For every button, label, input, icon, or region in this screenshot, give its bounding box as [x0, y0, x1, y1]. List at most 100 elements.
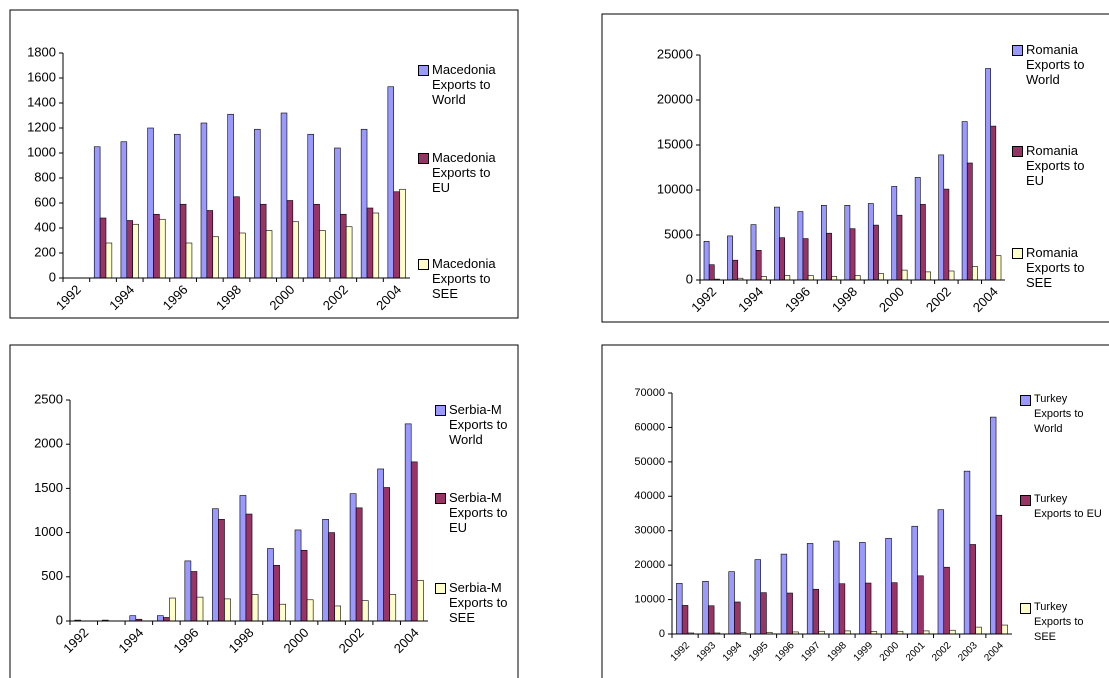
bar: [901, 269, 908, 281]
bar: [849, 228, 856, 281]
y-tick-label: 0: [659, 628, 665, 640]
legend-item: Serbia-M Exports to EU: [435, 490, 517, 535]
y-tick-label: 600: [34, 194, 56, 209]
legend-item: Turkey Exports to EU: [1020, 492, 1102, 522]
bar: [399, 188, 406, 279]
legend-label: Turkey Exports to SEE: [1034, 601, 1084, 643]
bar: [334, 147, 341, 279]
x-tick-label: 1992: [60, 625, 91, 656]
x-tick-label: 2004: [982, 640, 1006, 664]
bar: [393, 191, 400, 279]
chart-frame: [601, 13, 1109, 323]
legend-swatch: [435, 405, 446, 416]
bar: [153, 213, 160, 279]
bar: [702, 581, 709, 635]
bar: [416, 580, 424, 622]
x-tick-label: 1992: [669, 640, 693, 664]
bar: [224, 598, 231, 622]
y-tick-label: 500: [41, 568, 63, 583]
x-tick-label: 1994: [106, 282, 137, 313]
bar: [179, 203, 187, 279]
bar: [169, 597, 176, 622]
bar: [864, 582, 872, 635]
bar: [911, 525, 918, 635]
bar: [340, 213, 347, 279]
bar: [896, 214, 903, 281]
x-tick-label: 1998: [225, 625, 256, 656]
legend-swatch: [418, 153, 429, 164]
legend-swatch: [1020, 603, 1031, 614]
bar: [727, 235, 733, 281]
bar: [200, 122, 208, 279]
bar: [838, 583, 846, 635]
x-tick-label: 1996: [773, 640, 797, 664]
chart-frame: [9, 344, 519, 678]
bar: [750, 224, 757, 281]
bar: [156, 615, 164, 622]
bar: [239, 495, 247, 622]
bar: [784, 275, 791, 281]
bar: [826, 232, 832, 281]
x-tick-label: 1997: [799, 640, 823, 664]
y-tick-label: 70000: [634, 387, 665, 399]
x-tick-label: 1992: [688, 284, 719, 315]
legend-label: Romania Exports to SEE: [1026, 245, 1085, 290]
x-tick-label: 1998: [829, 284, 860, 315]
legend-swatch: [418, 65, 429, 76]
bar: [389, 594, 397, 622]
bar: [760, 276, 767, 281]
bar: [681, 605, 689, 635]
y-tick-label: 10000: [634, 593, 665, 605]
bar: [703, 241, 710, 281]
bar: [245, 513, 253, 622]
bar: [734, 601, 741, 635]
y-tick-label: 1400: [27, 94, 56, 109]
bar: [820, 205, 827, 281]
bar: [163, 617, 170, 622]
y-tick-label: 40000: [634, 490, 665, 502]
bar: [873, 224, 879, 281]
x-tick-label: 2002: [320, 282, 351, 313]
bar: [774, 206, 780, 281]
bar: [867, 203, 874, 281]
bar: [355, 507, 363, 622]
bar: [972, 266, 978, 281]
bar: [280, 112, 288, 279]
bar: [227, 113, 234, 279]
y-tick-label: 50000: [634, 456, 665, 468]
bar: [254, 128, 261, 279]
bar: [212, 236, 219, 279]
bar: [779, 237, 785, 281]
y-tick-label: 0: [686, 271, 693, 286]
legend-swatch: [1012, 248, 1023, 259]
bar: [196, 596, 204, 622]
legend-label: Romania Exports to EU: [1026, 143, 1085, 188]
y-tick-label: 25000: [657, 46, 693, 61]
legend-item: Serbia-M Exports to World: [435, 402, 517, 447]
x-tick-label: 1996: [160, 282, 191, 313]
x-tick-label: 2003: [956, 640, 980, 664]
y-tick-label: 200: [34, 244, 56, 259]
bar: [844, 205, 851, 281]
bar: [99, 217, 107, 279]
bar: [995, 514, 1003, 635]
x-tick-label: 1992: [53, 282, 84, 313]
x-tick-label: 2002: [923, 284, 954, 315]
bar: [966, 162, 973, 281]
bar: [328, 532, 335, 622]
bar: [708, 264, 715, 281]
bar: [294, 529, 302, 622]
y-tick-label: 2000: [34, 436, 63, 451]
legend-item: Romania Exports to SEE: [1012, 245, 1094, 290]
bar: [279, 603, 286, 622]
x-tick-label: 1998: [825, 640, 849, 664]
bar: [383, 487, 391, 622]
x-tick-label: 2002: [336, 625, 367, 656]
x-tick-label: 2000: [878, 640, 902, 664]
legend-item: Macedonia Exports to SEE: [418, 256, 500, 301]
bar: [806, 543, 814, 635]
x-tick-label: 2004: [970, 284, 1001, 315]
legend-swatch: [435, 583, 446, 594]
bar: [132, 223, 139, 279]
